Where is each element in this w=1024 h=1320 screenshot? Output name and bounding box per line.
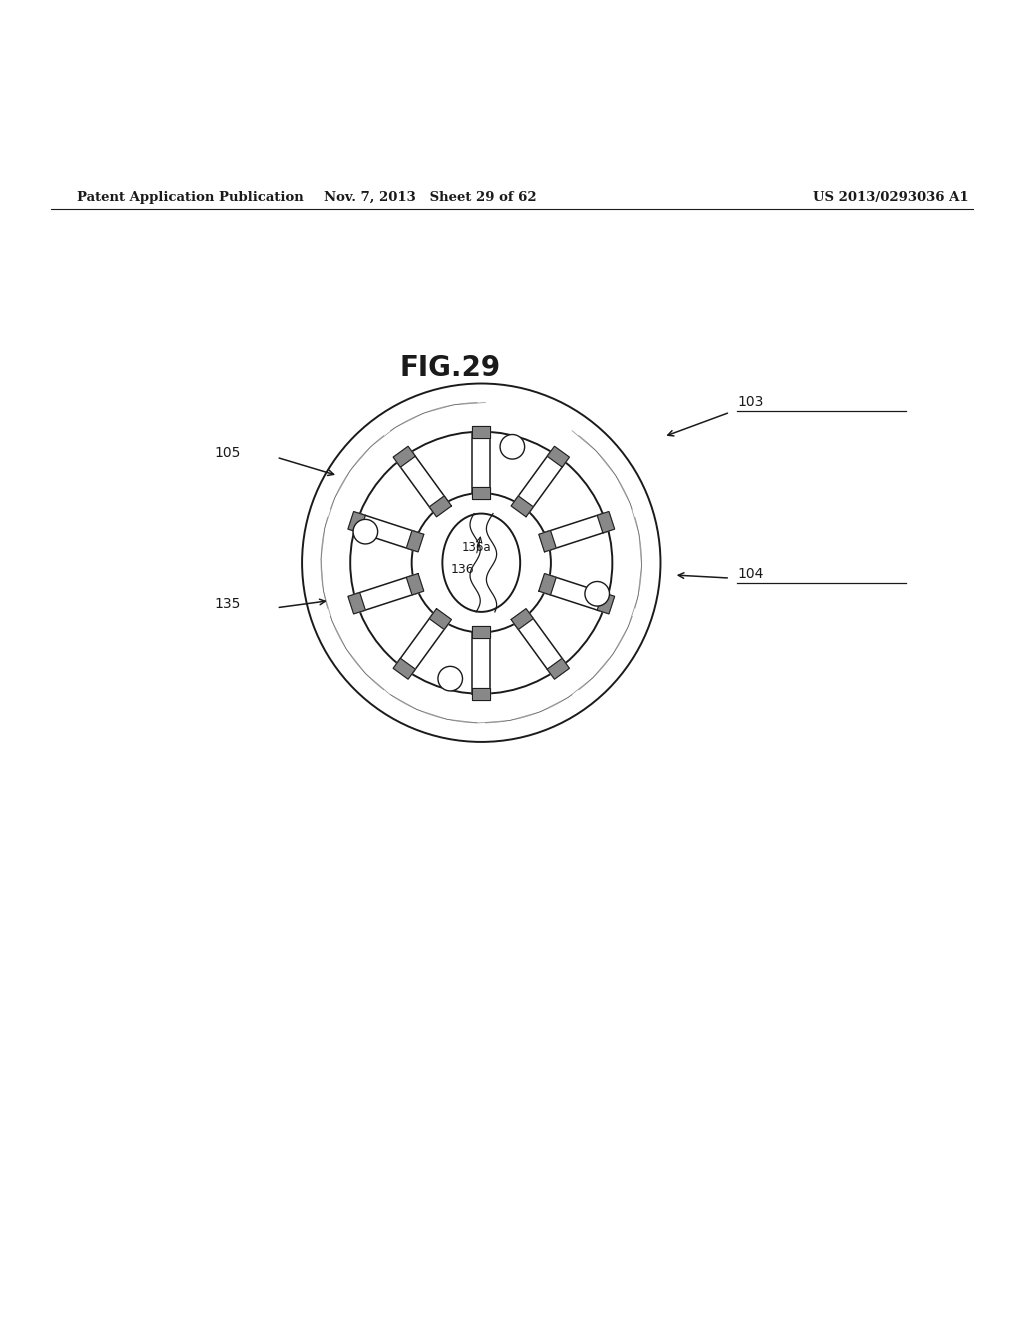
Text: 135: 135 — [214, 597, 241, 611]
Polygon shape — [348, 593, 366, 614]
Polygon shape — [547, 659, 569, 680]
Text: 103: 103 — [737, 395, 764, 409]
Polygon shape — [472, 688, 490, 700]
Polygon shape — [511, 496, 534, 516]
Polygon shape — [597, 512, 614, 533]
Polygon shape — [472, 487, 490, 499]
Text: US 2013/0293036 A1: US 2013/0293036 A1 — [813, 190, 969, 203]
Polygon shape — [597, 593, 614, 614]
Text: 136: 136 — [451, 564, 475, 577]
Circle shape — [585, 582, 609, 606]
Polygon shape — [511, 609, 534, 630]
Polygon shape — [472, 626, 490, 639]
Text: Nov. 7, 2013   Sheet 29 of 62: Nov. 7, 2013 Sheet 29 of 62 — [324, 190, 537, 203]
Polygon shape — [429, 496, 452, 516]
Text: 104: 104 — [737, 568, 764, 581]
Text: Patent Application Publication: Patent Application Publication — [77, 190, 303, 203]
Text: FIG.29: FIG.29 — [400, 354, 501, 383]
Polygon shape — [407, 574, 424, 595]
Polygon shape — [407, 531, 424, 552]
Polygon shape — [539, 531, 556, 552]
Polygon shape — [348, 512, 366, 533]
Polygon shape — [547, 446, 569, 467]
Polygon shape — [539, 574, 556, 595]
Text: 136a: 136a — [462, 541, 490, 554]
Circle shape — [353, 519, 378, 544]
Circle shape — [438, 667, 463, 690]
Circle shape — [500, 434, 524, 459]
Polygon shape — [429, 609, 452, 630]
Text: 105: 105 — [214, 446, 241, 461]
Polygon shape — [393, 659, 416, 680]
Polygon shape — [472, 425, 490, 438]
Polygon shape — [393, 446, 416, 467]
